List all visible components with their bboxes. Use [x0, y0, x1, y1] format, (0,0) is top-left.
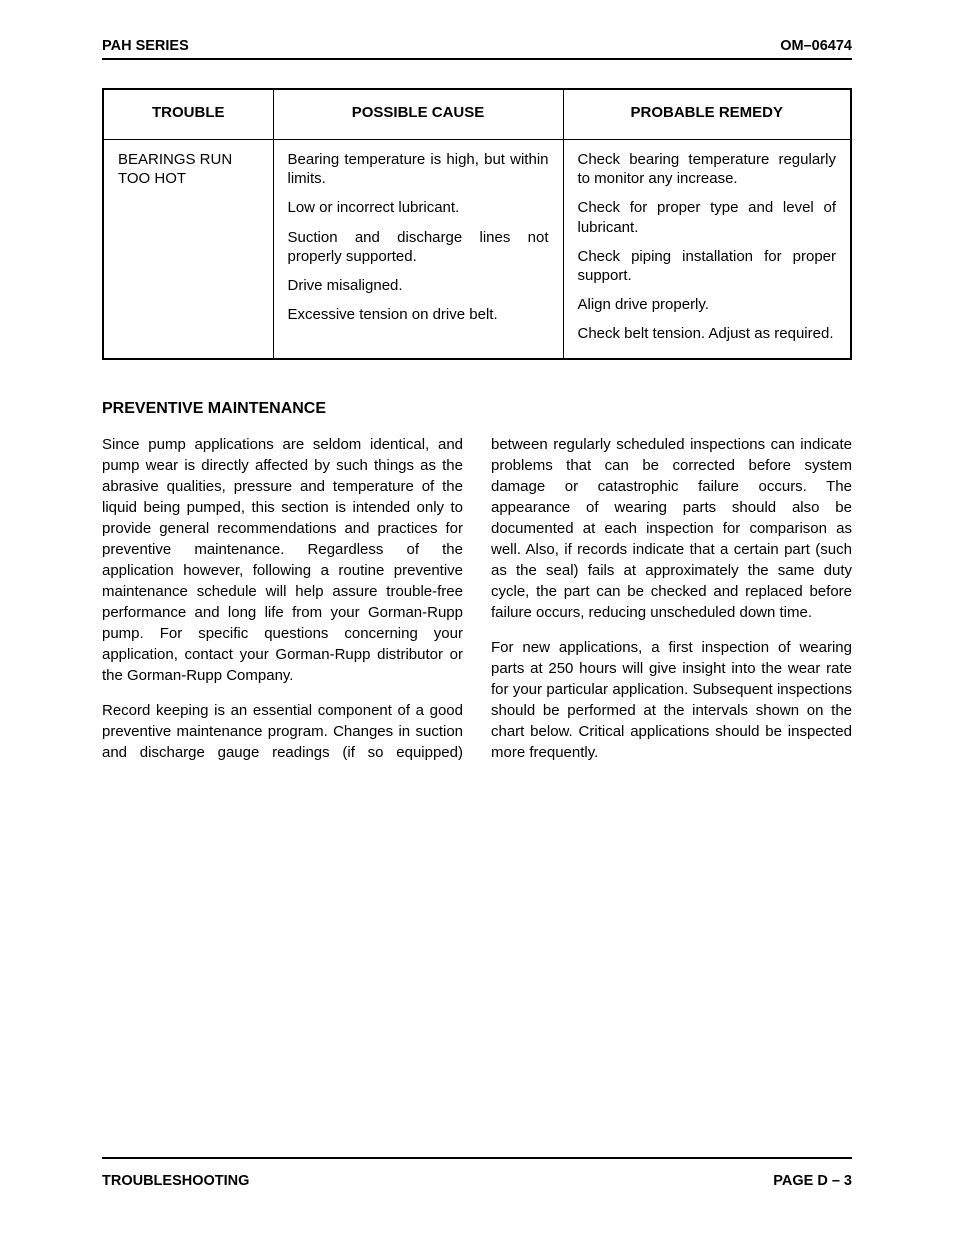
col-cause: POSSIBLE CAUSE — [273, 89, 563, 140]
paragraph: For new applications, a first inspection… — [491, 637, 852, 763]
remedy-item: Check piping installation for proper sup… — [578, 247, 837, 285]
cause-item: Drive misaligned. — [288, 276, 549, 295]
remedy-item: Check for proper type and level of lubri… — [578, 198, 837, 236]
col-trouble: TROUBLE — [103, 89, 273, 140]
troubleshooting-table: TROUBLE POSSIBLE CAUSE PROBABLE REMEDY B… — [102, 88, 852, 360]
trouble-cell: BEARINGS RUN TOO HOT — [103, 140, 273, 359]
table-row: BEARINGS RUN TOO HOT Bearing temperature… — [103, 140, 851, 359]
footer-right: PAGE D – 3 — [773, 1173, 852, 1189]
paragraph: Since pump applications are seldom ident… — [102, 434, 463, 686]
page-footer: TROUBLESHOOTING PAGE D – 3 — [102, 1173, 852, 1189]
remedy-item: Align drive properly. — [578, 295, 837, 314]
section-body: Since pump applications are seldom ident… — [102, 434, 852, 770]
remedy-item: Check bearing temperature regularly to m… — [578, 150, 837, 188]
section-title: PREVENTIVE MAINTENANCE — [102, 400, 852, 418]
remedy-item: Check belt tension. Adjust as required. — [578, 324, 837, 343]
footer-rule — [102, 1157, 852, 1159]
footer-left: TROUBLESHOOTING — [102, 1173, 249, 1189]
page-header: PAH SERIES OM–06474 — [102, 38, 852, 60]
cause-item: Suction and discharge lines not properly… — [288, 228, 549, 266]
preventive-maintenance-section: PREVENTIVE MAINTENANCE Since pump applic… — [102, 400, 852, 770]
cause-item: Excessive tension on drive belt. — [288, 305, 549, 324]
remedy-cell: Check bearing temperature regularly to m… — [563, 140, 851, 359]
cause-cell: Bearing temperature is high, but within … — [273, 140, 563, 359]
cause-item: Bearing temperature is high, but within … — [288, 150, 549, 188]
cause-item: Low or incorrect lubricant. — [288, 198, 549, 217]
header-right: OM–06474 — [780, 38, 852, 54]
col-remedy: PROBABLE REMEDY — [563, 89, 851, 140]
header-left: PAH SERIES — [102, 38, 189, 54]
